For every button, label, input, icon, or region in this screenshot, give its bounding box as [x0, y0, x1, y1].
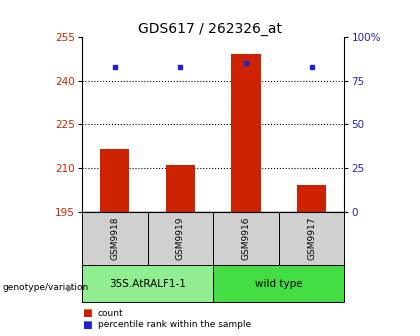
- Bar: [297, 185, 326, 212]
- Text: percentile rank within the sample: percentile rank within the sample: [98, 321, 251, 329]
- Text: GSM9918: GSM9918: [110, 217, 119, 260]
- Text: GSM9916: GSM9916: [241, 217, 250, 260]
- Bar: [213, 212, 279, 265]
- Bar: [100, 149, 129, 212]
- Bar: [82, 212, 147, 265]
- Text: GSM9919: GSM9919: [176, 217, 185, 260]
- Text: 35S.AtRALF1-1: 35S.AtRALF1-1: [109, 279, 186, 289]
- Text: ■: ■: [82, 308, 92, 319]
- Text: count: count: [98, 309, 123, 318]
- Text: genotype/variation: genotype/variation: [2, 283, 88, 292]
- Text: wild type: wild type: [255, 279, 302, 289]
- Text: GSM9917: GSM9917: [307, 217, 316, 260]
- Text: GDS617 / 262326_at: GDS617 / 262326_at: [138, 22, 282, 36]
- Bar: [231, 54, 261, 212]
- Bar: [82, 265, 213, 302]
- Bar: [147, 212, 213, 265]
- Text: ■: ■: [82, 320, 92, 330]
- Bar: [279, 212, 344, 265]
- Bar: [213, 265, 344, 302]
- Bar: [165, 165, 195, 212]
- Text: ▶: ▶: [67, 282, 74, 292]
